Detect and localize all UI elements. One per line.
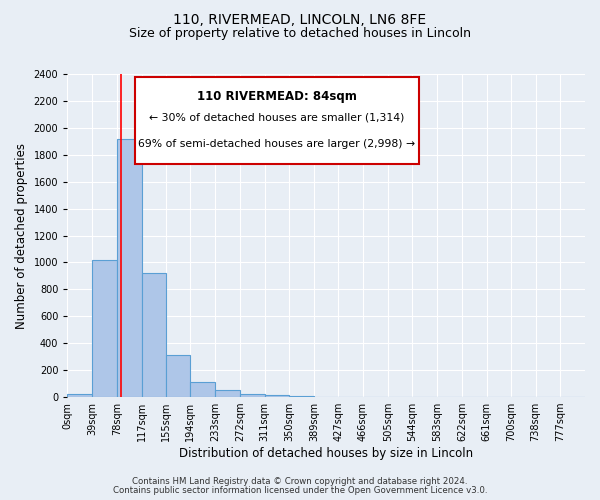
FancyBboxPatch shape bbox=[134, 77, 419, 164]
Y-axis label: Number of detached properties: Number of detached properties bbox=[15, 142, 28, 328]
Text: 110 RIVERMEAD: 84sqm: 110 RIVERMEAD: 84sqm bbox=[197, 90, 357, 103]
Bar bbox=[67, 394, 92, 397]
Bar bbox=[92, 260, 117, 397]
Text: ← 30% of detached houses are smaller (1,314): ← 30% of detached houses are smaller (1,… bbox=[149, 113, 404, 123]
Text: 110, RIVERMEAD, LINCOLN, LN6 8FE: 110, RIVERMEAD, LINCOLN, LN6 8FE bbox=[173, 12, 427, 26]
Bar bbox=[289, 396, 314, 397]
Bar bbox=[240, 394, 265, 397]
Bar bbox=[265, 395, 289, 397]
Bar bbox=[117, 138, 142, 397]
Bar bbox=[190, 382, 215, 397]
Text: Contains HM Land Registry data © Crown copyright and database right 2024.: Contains HM Land Registry data © Crown c… bbox=[132, 477, 468, 486]
Text: Contains public sector information licensed under the Open Government Licence v3: Contains public sector information licen… bbox=[113, 486, 487, 495]
Text: 69% of semi-detached houses are larger (2,998) →: 69% of semi-detached houses are larger (… bbox=[139, 138, 416, 148]
Text: Size of property relative to detached houses in Lincoln: Size of property relative to detached ho… bbox=[129, 28, 471, 40]
Bar bbox=[142, 273, 166, 397]
X-axis label: Distribution of detached houses by size in Lincoln: Distribution of detached houses by size … bbox=[179, 447, 473, 460]
Bar bbox=[166, 354, 190, 397]
Bar bbox=[215, 390, 240, 397]
